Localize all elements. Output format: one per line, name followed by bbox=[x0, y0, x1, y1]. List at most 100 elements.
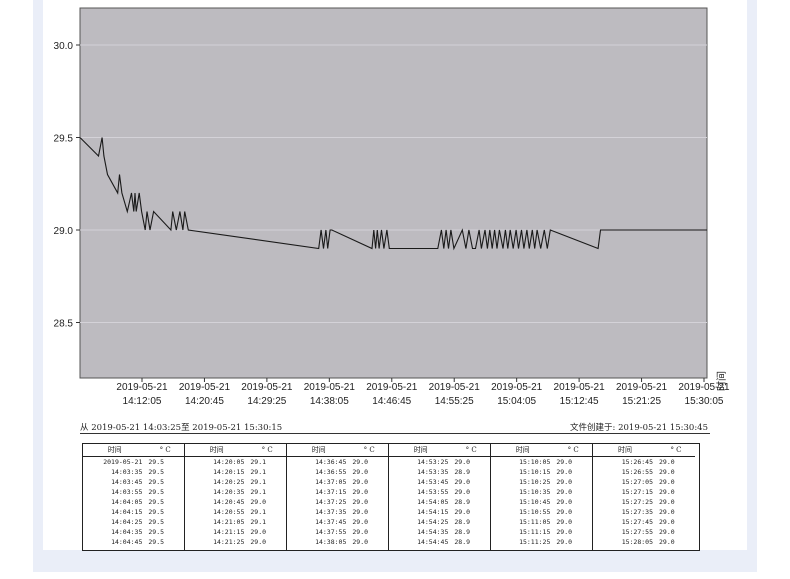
x-tick-label-time: 14:20:45 bbox=[185, 396, 224, 407]
table-row: 15:10:55 29.0 bbox=[491, 507, 592, 517]
table-row: 15:26:45 29.0 bbox=[593, 457, 695, 467]
cell-value: 29.5 bbox=[148, 538, 165, 546]
header-time: 时间 bbox=[107, 446, 122, 454]
table-header: 时间 ° C bbox=[185, 444, 286, 457]
cell-time: 15:28:05 bbox=[621, 538, 653, 546]
cell-value: 29.0 bbox=[352, 478, 369, 486]
cell-time: 15:10:05 bbox=[519, 458, 551, 466]
cell-value: 29.0 bbox=[250, 498, 267, 506]
cell-value: 28.9 bbox=[454, 468, 471, 476]
cell-value: 29.0 bbox=[352, 528, 369, 536]
table-row: 15:27:45 29.0 bbox=[593, 517, 695, 527]
cell-value: 29.0 bbox=[659, 508, 675, 516]
cell-time: 14:03:35 bbox=[111, 468, 143, 476]
cell-time: 15:26:55 bbox=[621, 468, 653, 476]
x-tick-label-time: 15:12:45 bbox=[560, 396, 599, 407]
cell-time: 14:20:35 bbox=[213, 488, 245, 496]
cell-time: 14:37:25 bbox=[315, 498, 347, 506]
header-time: 时间 bbox=[618, 446, 632, 454]
cell-time: 14:04:05 bbox=[111, 498, 143, 506]
header-unit: ° C bbox=[670, 446, 682, 454]
cell-time: 14:54:45 bbox=[417, 538, 449, 546]
cell-time: 14:21:25 bbox=[213, 538, 245, 546]
table-row: 15:10:35 29.0 bbox=[491, 487, 592, 497]
cell-time: 15:10:25 bbox=[519, 478, 551, 486]
table-row: 14:20:15 29.1 bbox=[185, 467, 286, 477]
table-row: 14:53:55 29.0 bbox=[389, 487, 490, 497]
cell-time: 14:53:25 bbox=[417, 458, 449, 466]
y-tick-label: 29.0 bbox=[54, 226, 74, 237]
cell-value: 29.0 bbox=[352, 488, 369, 496]
cell-value: 28.9 bbox=[454, 498, 471, 506]
cell-value: 29.5 bbox=[148, 468, 165, 476]
y-tick-label: 28.5 bbox=[54, 319, 74, 330]
cell-time: 14:20:15 bbox=[213, 468, 245, 476]
table-row: 14:54:35 28.9 bbox=[389, 527, 490, 537]
cell-value: 29.1 bbox=[250, 478, 267, 486]
header-time: 时间 bbox=[209, 446, 224, 454]
cell-value: 29.0 bbox=[556, 488, 573, 496]
table-row: 14:36:55 29.0 bbox=[287, 467, 388, 477]
cell-time: 14:37:35 bbox=[315, 508, 347, 516]
cell-value: 29.0 bbox=[659, 488, 675, 496]
x-tick-label-date: 2019-05-21 bbox=[241, 382, 293, 393]
cell-time: 15:26:45 bbox=[621, 458, 653, 466]
record-range-line: 从 2019-05-21 14:03:25至 2019-05-21 15:30:… bbox=[80, 420, 710, 434]
cell-value: 29.0 bbox=[352, 468, 369, 476]
table-row: 14:54:05 28.9 bbox=[389, 497, 490, 507]
x-tick-label-date: 2019-05-21 bbox=[616, 382, 668, 393]
cell-value: 28.9 bbox=[454, 538, 471, 546]
cell-time: 15:11:25 bbox=[519, 538, 551, 546]
cell-value: 29.0 bbox=[352, 508, 369, 516]
table-row: 15:27:35 29.0 bbox=[593, 507, 695, 517]
table-row: 14:04:05 29.5 bbox=[83, 497, 184, 507]
header-unit: ° C bbox=[261, 446, 273, 454]
cell-time: 14:38:05 bbox=[315, 538, 347, 546]
table-row: 14:37:55 29.0 bbox=[287, 527, 388, 537]
x-tick-label-time: 15:21:25 bbox=[622, 396, 661, 407]
table-column: 时间 ° C 14:36:45 29.0 14:36:55 29.0 14:37:05 29.… bbox=[287, 444, 389, 550]
cell-time: 15:10:55 bbox=[519, 508, 551, 516]
x-tick-label-date: 2019-05-21 bbox=[366, 382, 418, 393]
x-tick-label-time: 14:29:25 bbox=[247, 396, 286, 407]
cell-value: 29.0 bbox=[250, 528, 267, 536]
table-header: 时间 ° C bbox=[287, 444, 388, 457]
table-row: 14:54:15 29.0 bbox=[389, 507, 490, 517]
table-row: 15:10:15 29.0 bbox=[491, 467, 592, 477]
table-header: 时间 ° C bbox=[83, 444, 184, 457]
cell-time: 14:20:55 bbox=[213, 508, 245, 516]
cell-value: 29.0 bbox=[556, 528, 573, 536]
x-tick-label-time: 14:38:05 bbox=[310, 396, 349, 407]
cell-value: 29.0 bbox=[352, 518, 369, 526]
table-row: 15:10:05 29.0 bbox=[491, 457, 592, 467]
cell-value: 29.5 bbox=[148, 458, 165, 466]
table-row: 14:04:15 29.5 bbox=[83, 507, 184, 517]
cell-time: 14:04:45 bbox=[111, 538, 143, 546]
cell-time: 14:04:25 bbox=[111, 518, 143, 526]
table-row: 14:03:45 29.5 bbox=[83, 477, 184, 487]
cell-time: 15:10:15 bbox=[519, 468, 551, 476]
table-column: 时间 ° C 14:20:05 29.1 14:20:15 29.1 14:20:25 29.… bbox=[185, 444, 287, 550]
table-row: 15:27:05 29.0 bbox=[593, 477, 695, 487]
x-tick-label-date: 2019-05-21 bbox=[429, 382, 481, 393]
table-row: 14:37:15 29.0 bbox=[287, 487, 388, 497]
cell-value: 29.1 bbox=[250, 468, 267, 476]
cell-time: 15:10:45 bbox=[519, 498, 551, 506]
cell-value: 29.0 bbox=[556, 508, 573, 516]
cell-value: 29.0 bbox=[659, 538, 675, 546]
cell-time: 14:20:25 bbox=[213, 478, 245, 486]
table-row: 15:11:05 29.0 bbox=[491, 517, 592, 527]
table-row: 14:20:45 29.0 bbox=[185, 497, 286, 507]
table-row: 14:53:25 29.0 bbox=[389, 457, 490, 467]
cell-value: 29.0 bbox=[250, 538, 267, 546]
file-created-text: 文件创建于: 2019-05-21 15:30:45 bbox=[570, 423, 708, 433]
x-tick-label-date: 2019-05-21 bbox=[304, 382, 356, 393]
table-row: 14:36:45 29.0 bbox=[287, 457, 388, 467]
cell-value: 29.0 bbox=[352, 458, 369, 466]
cell-time: 14:53:35 bbox=[417, 468, 449, 476]
table-column: 时间 ° C 14:53:25 29.0 14:53:35 28.9 14:53:45 29.… bbox=[389, 444, 491, 550]
x-axis-label: 时间 bbox=[715, 371, 728, 391]
cell-time: 15:27:55 bbox=[621, 528, 653, 536]
x-tick-label-time: 14:55:25 bbox=[435, 396, 474, 407]
cell-time: 14:36:55 bbox=[315, 468, 347, 476]
